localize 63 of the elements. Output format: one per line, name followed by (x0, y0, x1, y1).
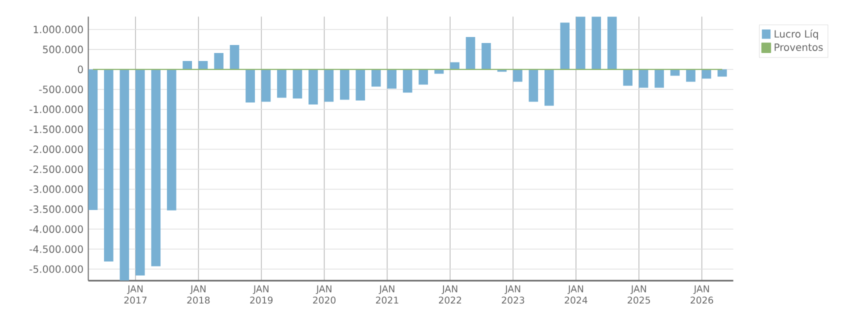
x-tick-label: JAN 2022 (438, 285, 462, 304)
bar (277, 69, 286, 98)
bar (308, 69, 318, 105)
x-tick-label: JAN 2018 (187, 285, 210, 304)
bar (135, 69, 145, 276)
bar (371, 69, 381, 87)
bar (387, 69, 397, 89)
bar (466, 37, 476, 70)
bar (151, 69, 161, 266)
x-tick-label: JAN 2020 (313, 285, 336, 304)
bar (324, 69, 334, 102)
bar (607, 16, 617, 70)
y-tick-label: 0 (78, 66, 83, 74)
bar (718, 69, 727, 77)
bar (544, 69, 554, 106)
bar (402, 69, 412, 93)
x-tick-label: JAN 2023 (502, 285, 524, 304)
bar (246, 69, 255, 103)
y-tick-label: 1.000.000 (34, 26, 83, 34)
bar (356, 69, 366, 101)
y-tick-label: -3.000.000 (30, 185, 83, 194)
bar (623, 69, 632, 86)
bar (120, 69, 130, 281)
bar (654, 69, 664, 88)
bar (418, 69, 428, 85)
y-tick-label: -500.000 (39, 86, 83, 94)
bar (230, 45, 240, 70)
bar (261, 69, 271, 102)
x-tick-label: JAN 2019 (250, 285, 273, 304)
bar (686, 69, 696, 82)
y-tick-label: -1.500.000 (30, 126, 83, 134)
bar (340, 69, 350, 100)
bar (214, 53, 224, 70)
x-tick-label: JAN 2017 (124, 285, 147, 304)
bar (166, 69, 176, 210)
bar (88, 69, 98, 210)
y-tick-label: -3.500.000 (30, 205, 83, 213)
y-tick-label: -1.000.000 (30, 106, 83, 114)
bar (560, 22, 570, 70)
y-tick-label: 500.000 (43, 46, 83, 54)
y-tick-label: -2.500.000 (30, 165, 83, 174)
legend-label: Lucro Líq (774, 30, 818, 40)
legend-label: Proventos (774, 44, 823, 51)
bar (638, 69, 648, 88)
bar (292, 69, 302, 99)
y-tick-label: -5.000.000 (30, 265, 83, 273)
y-tick-label: -2.000.000 (30, 146, 83, 154)
bar (104, 69, 114, 262)
x-tick-label: JAN 2024 (564, 285, 588, 304)
bar (450, 62, 460, 70)
x-tick-label: JAN 2021 (376, 285, 398, 304)
x-tick-label: JAN 2026 (690, 285, 714, 304)
x-tick-label: JAN 2025 (628, 285, 650, 304)
bar (670, 69, 680, 76)
y-tick-label: -4.500.000 (30, 245, 83, 253)
bar (528, 69, 538, 102)
bar (182, 61, 192, 70)
bar (482, 43, 491, 70)
bar (592, 16, 602, 70)
y-tick-label: -4.000.000 (30, 225, 83, 233)
bar (198, 61, 208, 70)
bar (513, 69, 522, 82)
bar (576, 16, 586, 70)
